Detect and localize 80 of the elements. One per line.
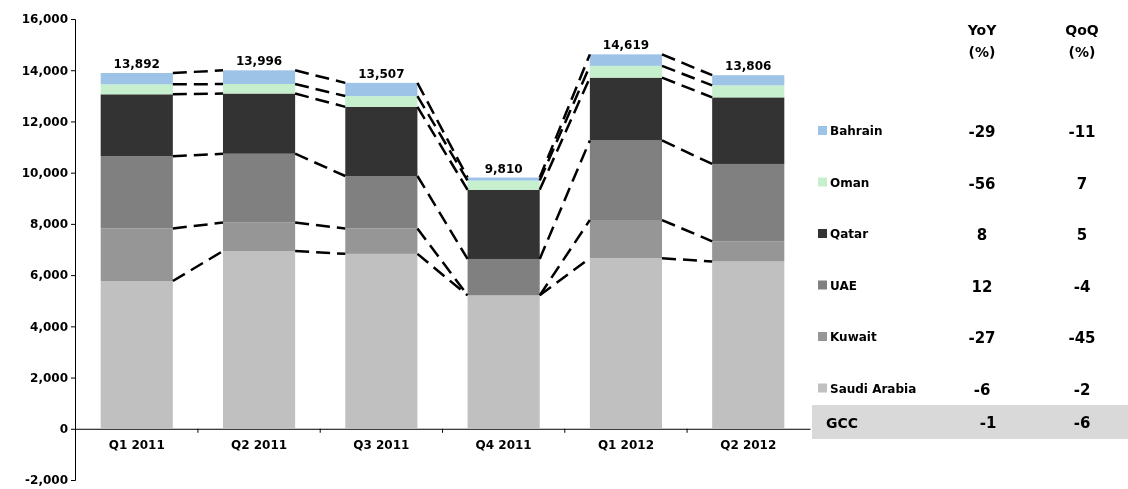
- bar: [222, 70, 296, 85]
- total-label: 9,810: [484, 161, 523, 176]
- bar: [712, 97, 785, 164]
- bar: [345, 96, 418, 107]
- bar: [467, 180, 540, 190]
- bar: [222, 251, 296, 429]
- x-tick-label: Q3 2011: [353, 437, 410, 452]
- bar: [222, 93, 296, 154]
- text: 12: [971, 277, 993, 296]
- bar: [712, 261, 785, 429]
- bar: [100, 281, 173, 429]
- y-tick-label: 8,000: [30, 217, 68, 232]
- bar: [100, 72, 173, 85]
- text: -4: [1073, 277, 1091, 296]
- x-tick-label: Q2 2012: [720, 437, 777, 452]
- text: -27: [968, 329, 996, 347]
- y-tick-label: 10,000: [21, 166, 68, 181]
- y-tick-label: 16,000: [21, 12, 68, 27]
- x-tick-label: Q2 2011: [230, 437, 288, 452]
- text: 8: [976, 226, 988, 244]
- legend-label: Saudi Arabia: [830, 381, 917, 396]
- bar: [467, 295, 540, 429]
- bar: [100, 156, 173, 229]
- bar: [712, 85, 785, 98]
- bar: [222, 222, 296, 252]
- bar: [100, 94, 173, 157]
- bar: [589, 65, 663, 78]
- legend-label: Qatar: [830, 227, 869, 241]
- y-tick-label: 14,000: [21, 63, 68, 78]
- y-tick-label: 4,000: [30, 319, 68, 334]
- bar: [222, 84, 296, 94]
- total-label: 13,996: [235, 54, 283, 69]
- bar: [467, 189, 540, 259]
- total-label: 13,806: [725, 59, 772, 74]
- bar: [100, 228, 173, 281]
- text: -45: [1068, 329, 1096, 347]
- text: -6: [1073, 414, 1091, 432]
- text: -29: [968, 123, 996, 141]
- bar: [222, 153, 296, 223]
- y-tick-label: 2,000: [30, 370, 68, 385]
- bar: [345, 82, 418, 97]
- text: 7: [1076, 174, 1088, 193]
- text: -56: [968, 174, 996, 193]
- bar: [589, 220, 663, 259]
- total-label: 14,619: [602, 38, 650, 53]
- bar: [467, 258, 540, 296]
- x-tick-label: Q1 2012: [597, 437, 655, 452]
- x-tick-label: Q1 2011: [108, 437, 165, 452]
- bar: [712, 163, 785, 242]
- text: -2: [1073, 380, 1091, 399]
- text: QoQ (%): [1065, 22, 1099, 60]
- text: -1: [979, 414, 997, 432]
- text: -11: [1068, 123, 1096, 141]
- legend-label: Kuwait: [830, 330, 877, 344]
- x-tick-label: Q4 2011: [475, 437, 532, 452]
- total-label: 13,507: [358, 66, 405, 81]
- legend-label: Oman: [830, 175, 870, 190]
- bar: [345, 228, 418, 254]
- y-tick-label: 12,000: [21, 114, 68, 129]
- bar: [589, 54, 663, 66]
- bar: [345, 176, 418, 229]
- legend-label: Bahrain: [830, 124, 883, 138]
- bar: [100, 84, 173, 95]
- bar: [345, 253, 418, 429]
- bar: [589, 258, 663, 429]
- y-tick-label: 0: [59, 422, 68, 437]
- bar: [589, 140, 663, 221]
- total-label: 13,892: [113, 56, 160, 71]
- text: GCC: [826, 415, 859, 431]
- y-tick-label: -2,000: [25, 473, 68, 488]
- text: 5: [1076, 226, 1088, 244]
- y-tick-label: 6,000: [30, 268, 68, 283]
- bar: [712, 75, 785, 86]
- bar: [712, 241, 785, 262]
- bar: [345, 106, 418, 176]
- text: -6: [973, 380, 991, 399]
- legend-label: UAE: [830, 278, 857, 293]
- bar: [467, 177, 540, 181]
- bar: [589, 77, 663, 141]
- text: YoY (%): [966, 22, 998, 60]
